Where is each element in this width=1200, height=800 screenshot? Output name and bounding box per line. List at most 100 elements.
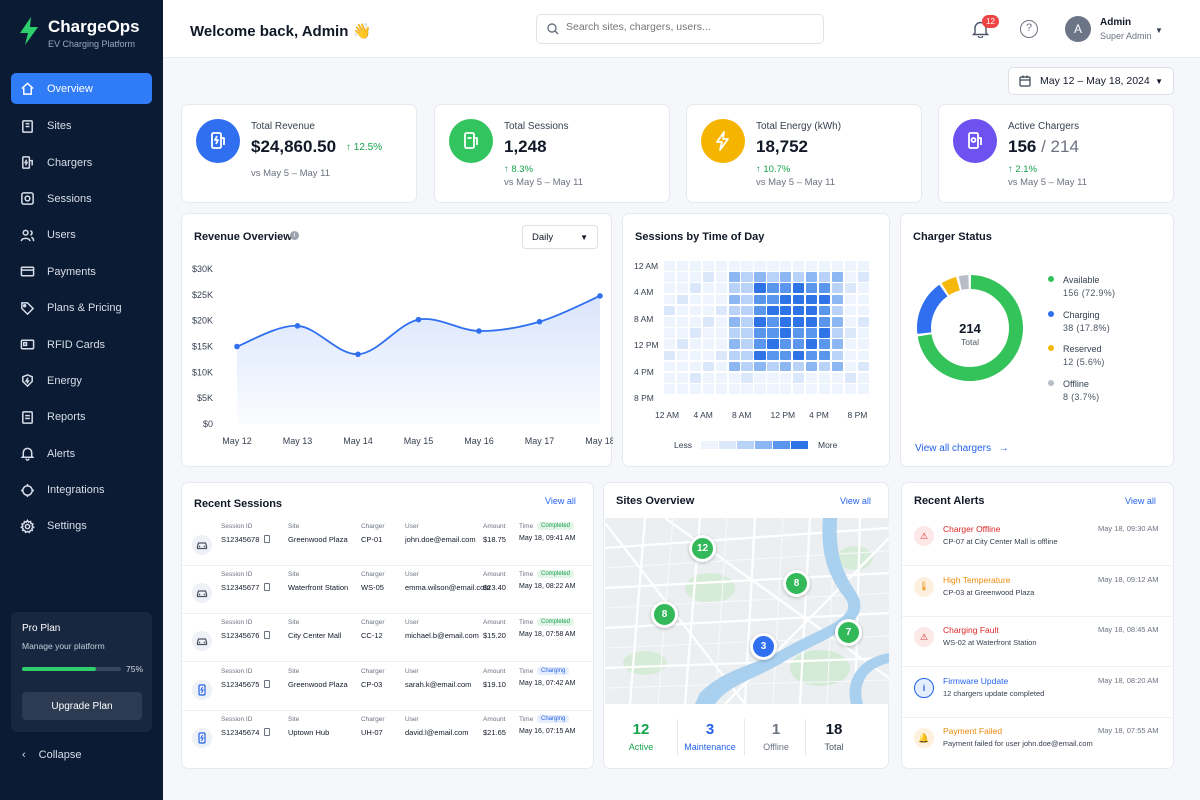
session-site: Waterfront Station	[288, 583, 349, 593]
collapse-button[interactable]: ‹ Collapse	[22, 749, 81, 761]
donut-slice	[917, 275, 1023, 381]
sidebar-item-label: Sites	[47, 120, 72, 133]
search-box[interactable]	[536, 14, 824, 44]
heatmap-cell	[715, 328, 727, 338]
copy-icon[interactable]	[264, 631, 270, 640]
sidebar-item-settings[interactable]: Settings	[11, 508, 152, 544]
info-icon[interactable]: i	[290, 231, 299, 240]
heatmap-cell	[831, 339, 844, 350]
heatmap-cell	[767, 283, 779, 294]
heatmap-cell	[702, 373, 715, 383]
alert-item[interactable]: 🌡 High Temperature CP-03 at Greenwood Plaz…	[902, 566, 1174, 617]
heatmap-cell	[715, 294, 727, 305]
alert-item[interactable]: i Firmware Update 12 chargers update compl…	[902, 667, 1174, 718]
heatmap-cell	[741, 373, 753, 383]
sidebar-item-payments[interactable]: Payments	[11, 254, 152, 290]
revenue-point	[597, 293, 603, 299]
alert-item[interactable]: ⚠ Charging Fault WS-02 at Waterfront Stati…	[902, 616, 1174, 668]
legend-dot	[1048, 310, 1054, 317]
sidebar-item-plans-pricing[interactable]: Plans & Pricing	[11, 290, 152, 326]
heatmap-cell	[754, 305, 766, 316]
session-id[interactable]: S12345676	[221, 631, 260, 641]
heatmap-cell	[767, 373, 779, 383]
y-tick-label: $15K	[192, 342, 213, 352]
kpi-card-total-revenue[interactable]: Total Revenue $24,860.50 ↑ 12.5% vs May 5 –…	[181, 104, 417, 203]
heatmap-cell	[728, 361, 740, 372]
session-row[interactable]: Session ID S12345678 Site Greenwood Plaza Ch…	[182, 517, 594, 566]
view-all-chargers-link[interactable]: View all chargers →	[915, 443, 1009, 454]
session-row[interactable]: Session ID S12345676 Site City Center Mall C…	[182, 613, 594, 663]
upgrade-plan-button[interactable]: Upgrade Plan	[22, 692, 142, 720]
alert-item[interactable]: ⚠ Charger Offline CP-07 at City Center Mal…	[902, 515, 1174, 566]
help-icon[interactable]: ?	[1020, 20, 1038, 38]
search-input[interactable]	[566, 21, 811, 33]
kpi-card-active-chargers[interactable]: Active Chargers 156 / 214 ↑ 2.1% vs May 5 –…	[938, 104, 1174, 203]
plan-card: Pro Plan Manage your platform 75% Upgrad…	[11, 612, 152, 732]
heatmap-cell	[741, 283, 753, 294]
heatmap-cell	[818, 305, 831, 316]
sidebar-item-label: Settings	[47, 520, 87, 533]
sidebar-item-chargers[interactable]: Chargers	[11, 144, 152, 180]
session-row[interactable]: Session ID S12345675 Site Greenwood Plaza Ch…	[182, 662, 594, 711]
session-id[interactable]: S12345674	[221, 727, 260, 737]
copy-icon[interactable]	[264, 679, 270, 688]
map-site-pin[interactable]: 8	[651, 601, 678, 628]
alerts-view-all-link[interactable]: View all	[1125, 496, 1156, 506]
heatmap-cell	[702, 328, 715, 338]
legend-value: 12 (5.6%)	[1063, 357, 1105, 367]
copy-icon[interactable]	[264, 535, 270, 543]
user-name[interactable]: Admin	[1100, 17, 1132, 28]
heatmap-cell	[780, 350, 792, 361]
sidebar-item-rfid-cards[interactable]: RFID Cards	[11, 326, 152, 362]
heatmap-cell	[754, 339, 766, 350]
sidebar-item-sessions[interactable]: Sessions	[11, 181, 152, 217]
kpi-card-total-sessions[interactable]: Total Sessions 1,248 ↑ 8.3% vs May 5 – May …	[434, 104, 670, 203]
alert-item[interactable]: 🔔 Payment Failed Payment failed for user j…	[902, 717, 1174, 768]
sites-view-all-link[interactable]: View all	[840, 496, 871, 506]
sidebar-item-label: Alerts	[47, 447, 76, 460]
sidebar-item-reports[interactable]: Reports	[11, 399, 152, 435]
session-user: david.l@email.com	[405, 727, 469, 737]
kpi-card-total-energy-kwh-[interactable]: Total Energy (kWh) 18,752 ↑ 10.7% vs May 5 …	[686, 104, 922, 203]
heatmap-cell	[793, 384, 805, 394]
map-site-pin[interactable]: 7	[835, 619, 862, 646]
heatmap-cell	[754, 328, 766, 338]
period-select[interactable]: Daily ▼	[522, 225, 598, 249]
heatmap-cell	[676, 283, 689, 294]
session-id[interactable]: S12345677	[221, 583, 260, 593]
recent-sessions-card: Recent Sessions View all Session ID S1234…	[181, 482, 594, 769]
heatmap-cell	[676, 272, 689, 282]
session-amount: $18.75	[483, 535, 506, 544]
heatmap-cell	[831, 261, 844, 271]
chevron-down-icon[interactable]: ▼	[1155, 26, 1163, 35]
session-row[interactable]: Session ID S12345677 Site Waterfront Statio…	[182, 565, 594, 615]
sessions-view-all-link[interactable]: View all	[545, 496, 576, 506]
avatar[interactable]: A	[1065, 16, 1091, 42]
map-site-pin[interactable]: 8	[783, 570, 810, 597]
copy-icon[interactable]	[264, 583, 270, 592]
sidebar-item-sites[interactable]: Sites	[11, 108, 152, 144]
column-label-charger: Charger	[361, 619, 385, 627]
sidebar-item-alerts[interactable]: Alerts	[11, 436, 152, 472]
sidebar-item-users[interactable]: Users	[11, 217, 152, 253]
sidebar-item-energy[interactable]: Energy	[11, 363, 152, 399]
brand[interactable]: ChargeOps EV Charging Platform	[18, 16, 140, 49]
session-id[interactable]: S12345678	[221, 535, 260, 544]
stats-divider	[805, 719, 806, 755]
plug-icon	[192, 679, 212, 700]
column-label-id: Session ID	[221, 715, 253, 723]
session-id[interactable]: S12345675	[221, 679, 260, 689]
heatmap-cell	[793, 350, 805, 361]
copy-icon[interactable]	[264, 727, 270, 736]
sidebar-item-label: Energy	[47, 374, 82, 387]
map-site-pin[interactable]: 3	[750, 633, 777, 660]
map-site-pin[interactable]: 12	[689, 535, 716, 562]
sidebar-item-integrations[interactable]: Integrations	[11, 472, 152, 508]
column-label-site: Site	[288, 523, 300, 530]
session-row[interactable]: Session ID S12345674 Site Uptown Hub Charger…	[182, 710, 594, 759]
legend-name: Available	[1063, 275, 1100, 285]
sidebar-item-overview[interactable]: Overview	[11, 73, 152, 104]
date-range-picker[interactable]: May 12 – May 18, 2024 ▼	[1008, 67, 1174, 95]
heatmap-x-tick: 12 PM	[770, 410, 796, 420]
sites-map[interactable]: 12 8 8 3 7	[605, 518, 889, 704]
